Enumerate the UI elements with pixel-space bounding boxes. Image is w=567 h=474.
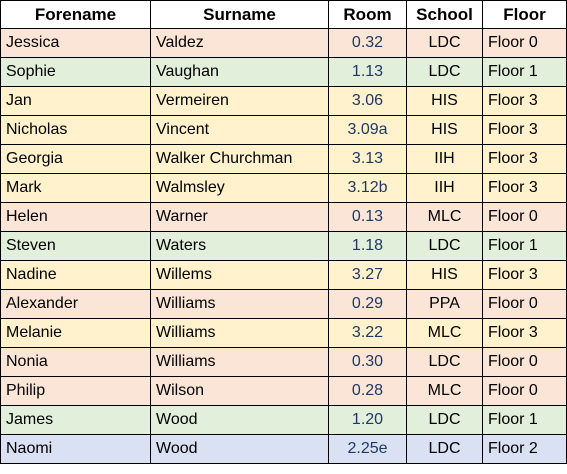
cell-room[interactable]: 3.12b	[328, 173, 407, 203]
cell-floor[interactable]: Floor 0	[482, 347, 567, 377]
cell-room[interactable]: 0.29	[328, 289, 407, 319]
cell-floor[interactable]: Floor 3	[482, 115, 567, 145]
cell-forename[interactable]: Jessica	[0, 28, 151, 58]
cell-floor[interactable]: Floor 3	[482, 260, 567, 290]
cell-room[interactable]: 1.18	[328, 231, 407, 261]
table-row[interactable]: Steven Waters 1.18 LDC Floor 1	[0, 231, 567, 261]
cell-room[interactable]: 1.13	[328, 57, 407, 87]
table-row[interactable]: Melanie Williams 3.22 MLC Floor 3	[0, 318, 567, 348]
cell-floor[interactable]: Floor 0	[482, 28, 567, 58]
cell-surname[interactable]: Waters	[150, 231, 329, 261]
header-floor[interactable]: Floor	[482, 0, 567, 29]
table-row[interactable]: Mark Walmsley 3.12b IIH Floor 3	[0, 173, 567, 203]
staff-room-table: Forename Surname Room School Floor Jessi…	[0, 0, 567, 464]
cell-forename[interactable]: Philip	[0, 376, 151, 406]
cell-school[interactable]: IIH	[406, 144, 483, 174]
cell-forename[interactable]: James	[0, 405, 151, 435]
table-row[interactable]: Nadine Willems 3.27 HIS Floor 3	[0, 260, 567, 290]
cell-floor[interactable]: Floor 0	[482, 202, 567, 232]
cell-school[interactable]: MLC	[406, 318, 483, 348]
table-row[interactable]: Alexander Williams 0.29 PPA Floor 0	[0, 289, 567, 319]
cell-surname[interactable]: Walker Churchman	[150, 144, 329, 174]
cell-surname[interactable]: Williams	[150, 318, 329, 348]
cell-forename[interactable]: Helen	[0, 202, 151, 232]
cell-room[interactable]: 3.13	[328, 144, 407, 174]
table-row[interactable]: Nonia Williams 0.30 LDC Floor 0	[0, 347, 567, 377]
cell-school[interactable]: PPA	[406, 289, 483, 319]
cell-surname[interactable]: Willems	[150, 260, 329, 290]
table-row[interactable]: James Wood 1.20 LDC Floor 1	[0, 405, 567, 435]
cell-floor[interactable]: Floor 1	[482, 405, 567, 435]
cell-floor[interactable]: Floor 0	[482, 376, 567, 406]
cell-forename[interactable]: Georgia	[0, 144, 151, 174]
cell-forename[interactable]: Melanie	[0, 318, 151, 348]
table-row[interactable]: Naomi Wood 2.25e LDC Floor 2	[0, 434, 567, 464]
cell-forename[interactable]: Sophie	[0, 57, 151, 87]
table-row[interactable]: Sophie Vaughan 1.13 LDC Floor 1	[0, 57, 567, 87]
cell-floor[interactable]: Floor 1	[482, 57, 567, 87]
header-surname[interactable]: Surname	[150, 0, 329, 29]
cell-forename[interactable]: Nonia	[0, 347, 151, 377]
cell-forename[interactable]: Nicholas	[0, 115, 151, 145]
cell-school[interactable]: HIS	[406, 115, 483, 145]
cell-forename[interactable]: Naomi	[0, 434, 151, 464]
cell-room[interactable]: 3.27	[328, 260, 407, 290]
cell-floor[interactable]: Floor 3	[482, 144, 567, 174]
cell-surname[interactable]: Wood	[150, 434, 329, 464]
cell-school[interactable]: LDC	[406, 347, 483, 377]
cell-school[interactable]: LDC	[406, 57, 483, 87]
cell-room[interactable]: 3.22	[328, 318, 407, 348]
cell-surname[interactable]: Warner	[150, 202, 329, 232]
cell-school[interactable]: IIH	[406, 173, 483, 203]
cell-school[interactable]: LDC	[406, 405, 483, 435]
table-body: Jessica Valdez 0.32 LDC Floor 0 Sophie Vaughan…	[0, 28, 567, 464]
cell-school[interactable]: HIS	[406, 260, 483, 290]
cell-room[interactable]: 0.13	[328, 202, 407, 232]
table-header: Forename Surname Room School Floor	[0, 0, 567, 29]
cell-room[interactable]: 0.32	[328, 28, 407, 58]
cell-surname[interactable]: Walmsley	[150, 173, 329, 203]
cell-floor[interactable]: Floor 0	[482, 289, 567, 319]
cell-surname[interactable]: Williams	[150, 289, 329, 319]
table-row[interactable]: Jan Vermeiren 3.06 HIS Floor 3	[0, 86, 567, 116]
cell-floor[interactable]: Floor 3	[482, 86, 567, 116]
table-row[interactable]: Nicholas Vincent 3.09a HIS Floor 3	[0, 115, 567, 145]
cell-floor[interactable]: Floor 3	[482, 173, 567, 203]
cell-school[interactable]: HIS	[406, 86, 483, 116]
cell-surname[interactable]: Wilson	[150, 376, 329, 406]
cell-surname[interactable]: Vincent	[150, 115, 329, 145]
cell-school[interactable]: LDC	[406, 231, 483, 261]
cell-forename[interactable]: Steven	[0, 231, 151, 261]
header-forename[interactable]: Forename	[0, 0, 151, 29]
cell-room[interactable]: 2.25e	[328, 434, 407, 464]
cell-room[interactable]: 0.30	[328, 347, 407, 377]
header-room[interactable]: Room	[328, 0, 407, 29]
cell-room[interactable]: 3.06	[328, 86, 407, 116]
cell-surname[interactable]: Williams	[150, 347, 329, 377]
cell-school[interactable]: LDC	[406, 28, 483, 58]
cell-forename[interactable]: Jan	[0, 86, 151, 116]
cell-floor[interactable]: Floor 2	[482, 434, 567, 464]
table-row[interactable]: Jessica Valdez 0.32 LDC Floor 0	[0, 28, 567, 58]
table-row[interactable]: Helen Warner 0.13 MLC Floor 0	[0, 202, 567, 232]
cell-floor[interactable]: Floor 3	[482, 318, 567, 348]
header-school[interactable]: School	[406, 0, 483, 29]
cell-floor[interactable]: Floor 1	[482, 231, 567, 261]
cell-surname[interactable]: Vermeiren	[150, 86, 329, 116]
cell-surname[interactable]: Vaughan	[150, 57, 329, 87]
cell-forename[interactable]: Alexander	[0, 289, 151, 319]
cell-room[interactable]: 0.28	[328, 376, 407, 406]
cell-room[interactable]: 1.20	[328, 405, 407, 435]
table-row[interactable]: Philip Wilson 0.28 MLC Floor 0	[0, 376, 567, 406]
cell-room[interactable]: 3.09a	[328, 115, 407, 145]
cell-forename[interactable]: Nadine	[0, 260, 151, 290]
cell-school[interactable]: MLC	[406, 202, 483, 232]
header-row: Forename Surname Room School Floor	[0, 0, 567, 29]
cell-forename[interactable]: Mark	[0, 173, 151, 203]
cell-surname[interactable]: Wood	[150, 405, 329, 435]
cell-school[interactable]: MLC	[406, 376, 483, 406]
table-row[interactable]: Georgia Walker Churchman 3.13 IIH Floor 3	[0, 144, 567, 174]
cell-surname[interactable]: Valdez	[150, 28, 329, 58]
cell-school[interactable]: LDC	[406, 434, 483, 464]
